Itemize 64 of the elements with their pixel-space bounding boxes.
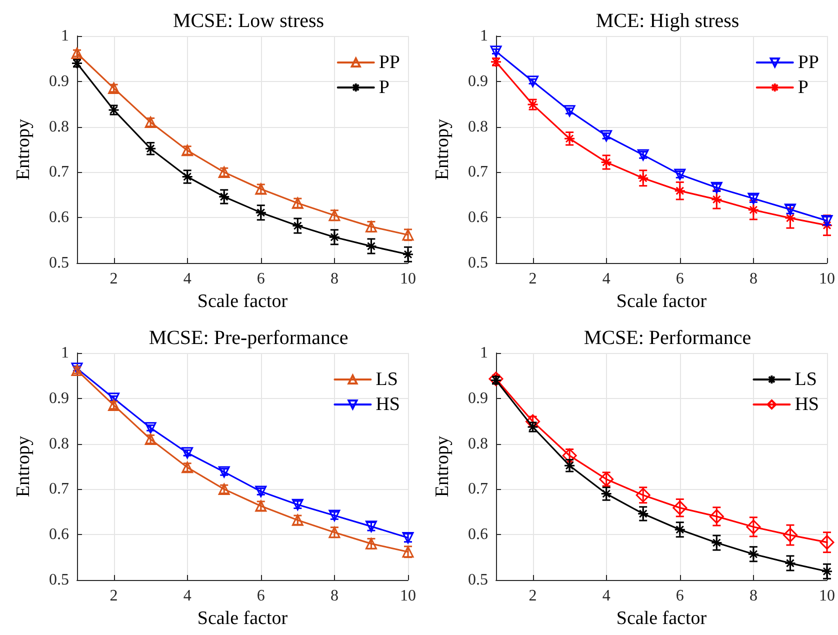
chart-title: MCSE: Performance [584, 327, 752, 349]
y-tick-label: 0.5 [49, 572, 69, 588]
y-axis-title: Entropy [432, 118, 453, 180]
y-axis-title: Entropy [13, 435, 34, 498]
x-tick-label: 10 [400, 270, 416, 288]
x-tick-label: 6 [676, 270, 684, 288]
y-axis-title: Entropy [13, 118, 34, 180]
y-tick-label: 0.9 [49, 390, 69, 407]
y-tick-label: 0.8 [49, 435, 69, 452]
x-tick-label: 6 [256, 588, 265, 604]
y-tick-label: 0.5 [49, 254, 69, 272]
x-tick-label: 8 [749, 588, 758, 604]
x-tick-label: 4 [602, 588, 610, 604]
y-tick-label: 0.9 [468, 390, 488, 407]
x-tick-label: 2 [528, 270, 537, 288]
x-tick-label: 4 [183, 588, 192, 604]
x-tick-label: 4 [183, 270, 192, 288]
x-tick-label: 2 [110, 270, 118, 288]
y-tick-label: 0.9 [468, 72, 488, 90]
x-tick-label: 2 [528, 588, 537, 604]
y-tick-label: 0.5 [468, 254, 488, 272]
legend-label: PP [798, 52, 820, 73]
legend-label: LS [794, 369, 817, 390]
x-tick-label: 2 [110, 588, 118, 604]
y-tick-label: 0.6 [468, 209, 488, 226]
y-tick-label: 0.7 [468, 480, 488, 498]
y-tick-label: 1 [480, 344, 488, 362]
legend-label: PP [378, 52, 400, 73]
x-tick-label: 10 [819, 270, 835, 288]
y-tick-label: 1 [480, 28, 488, 44]
legend-label: P [798, 77, 808, 98]
x-axis-title: Scale factor [197, 290, 288, 312]
y-tick-label: 0.7 [49, 480, 69, 498]
chart-title: MCSE: Low stress [172, 10, 324, 32]
chart-title: MCSE: Pre-performance [148, 327, 348, 349]
y-tick-label: 0.6 [49, 209, 69, 226]
y-tick-label: 0.7 [468, 164, 488, 181]
y-tick-label: 0.6 [468, 526, 488, 544]
y-axis-title: Entropy [432, 435, 453, 498]
x-axis-title: Scale factor [616, 290, 708, 312]
y-tick-label: 0.8 [49, 118, 69, 136]
y-tick-label: 0.8 [468, 435, 488, 452]
x-tick-label: 8 [749, 270, 758, 288]
legend-label: HS [794, 394, 820, 415]
y-tick-label: 1 [61, 28, 69, 44]
legend-label: HS [376, 394, 400, 415]
x-axis-title: Scale factor [197, 608, 288, 629]
x-tick-label: 4 [602, 270, 610, 288]
y-tick-label: 0.7 [49, 164, 69, 181]
x-tick-label: 6 [676, 588, 684, 604]
legend-label: P [378, 77, 390, 98]
y-tick-label: 0.5 [468, 572, 488, 588]
x-tick-label: 6 [256, 270, 265, 288]
x-axis-title: Scale factor [616, 608, 708, 629]
chart-title: MCE: High stress [596, 10, 740, 32]
y-tick-label: 0.9 [49, 72, 69, 90]
legend-label: LS [376, 369, 398, 390]
y-tick-label: 0.6 [49, 526, 69, 544]
x-tick-label: 8 [330, 588, 338, 604]
y-tick-label: 1 [61, 344, 69, 362]
x-tick-label: 10 [819, 588, 835, 604]
y-tick-label: 0.8 [468, 118, 488, 136]
x-tick-label: 10 [400, 588, 416, 604]
x-tick-label: 8 [330, 270, 338, 288]
